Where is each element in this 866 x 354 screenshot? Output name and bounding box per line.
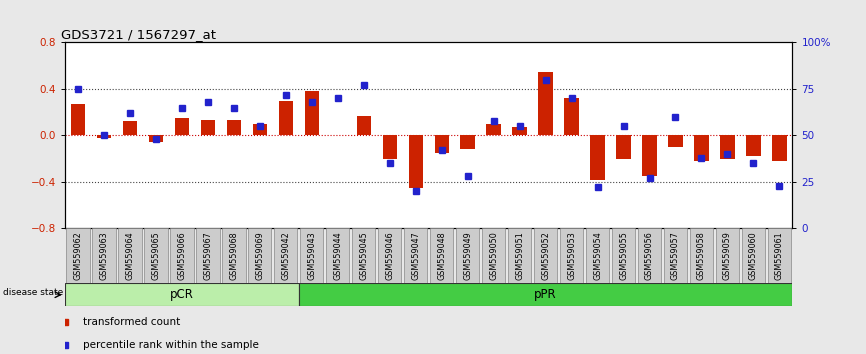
Bar [149, 136, 163, 142]
FancyBboxPatch shape [92, 228, 115, 285]
Bar [695, 136, 708, 161]
FancyBboxPatch shape [715, 228, 739, 285]
FancyBboxPatch shape [507, 228, 531, 285]
FancyBboxPatch shape [274, 228, 297, 285]
FancyBboxPatch shape [456, 228, 480, 285]
FancyBboxPatch shape [248, 228, 272, 285]
Bar [97, 136, 111, 138]
Text: GSM559044: GSM559044 [333, 231, 342, 280]
Text: GSM559046: GSM559046 [385, 231, 394, 280]
Text: GSM559047: GSM559047 [411, 231, 420, 280]
Bar [299, 283, 792, 306]
FancyBboxPatch shape [741, 228, 765, 285]
Bar [539, 72, 553, 136]
FancyBboxPatch shape [222, 228, 246, 285]
Text: GSM559048: GSM559048 [437, 231, 446, 280]
Text: GSM559069: GSM559069 [255, 231, 264, 280]
Bar [461, 136, 475, 149]
Bar [279, 101, 293, 136]
Text: transformed count: transformed count [83, 317, 180, 327]
FancyBboxPatch shape [352, 228, 376, 285]
Text: GSM559045: GSM559045 [359, 231, 368, 280]
Bar [253, 124, 267, 136]
Bar [643, 136, 656, 176]
Text: GSM559066: GSM559066 [178, 231, 186, 280]
Text: percentile rank within the sample: percentile rank within the sample [83, 340, 259, 350]
Bar [201, 120, 215, 136]
Text: GSM559055: GSM559055 [619, 231, 628, 280]
FancyBboxPatch shape [533, 228, 558, 285]
FancyBboxPatch shape [559, 228, 584, 285]
Bar [357, 116, 371, 136]
FancyBboxPatch shape [378, 228, 401, 285]
Bar [513, 127, 527, 136]
FancyBboxPatch shape [585, 228, 610, 285]
Text: GSM559059: GSM559059 [723, 231, 732, 280]
Text: GSM559050: GSM559050 [489, 231, 498, 280]
Bar [123, 121, 137, 136]
Text: GSM559060: GSM559060 [749, 231, 758, 280]
FancyBboxPatch shape [118, 228, 142, 285]
Bar [565, 98, 578, 136]
FancyBboxPatch shape [66, 228, 90, 285]
FancyBboxPatch shape [481, 228, 505, 285]
Text: GSM559052: GSM559052 [541, 231, 550, 280]
Text: GSM559051: GSM559051 [515, 231, 524, 280]
Text: GSM559062: GSM559062 [74, 231, 82, 280]
Text: GSM559064: GSM559064 [126, 231, 134, 280]
Text: GSM559063: GSM559063 [100, 231, 108, 280]
Text: GSM559056: GSM559056 [645, 231, 654, 280]
Text: pCR: pCR [170, 288, 194, 301]
Bar [721, 136, 734, 159]
Bar [175, 118, 189, 136]
Text: GSM559049: GSM559049 [463, 231, 472, 280]
FancyBboxPatch shape [430, 228, 454, 285]
Text: GDS3721 / 1567297_at: GDS3721 / 1567297_at [61, 28, 216, 41]
Bar [746, 136, 760, 156]
Text: GSM559065: GSM559065 [152, 231, 160, 280]
Bar [487, 124, 501, 136]
Bar [227, 120, 241, 136]
FancyBboxPatch shape [663, 228, 687, 285]
Text: GSM559054: GSM559054 [593, 231, 602, 280]
FancyBboxPatch shape [637, 228, 661, 285]
FancyBboxPatch shape [300, 228, 324, 285]
Text: pPR: pPR [534, 288, 557, 301]
Text: GSM559061: GSM559061 [775, 231, 784, 280]
FancyBboxPatch shape [326, 228, 349, 285]
FancyBboxPatch shape [767, 228, 791, 285]
Text: GSM559068: GSM559068 [229, 231, 238, 280]
Bar [71, 104, 85, 136]
Bar [617, 136, 630, 159]
Bar [305, 91, 319, 136]
Bar [383, 136, 397, 159]
FancyBboxPatch shape [144, 228, 167, 285]
FancyBboxPatch shape [196, 228, 219, 285]
Bar [772, 136, 786, 161]
FancyBboxPatch shape [689, 228, 713, 285]
Text: GSM559053: GSM559053 [567, 231, 576, 280]
Text: GSM559058: GSM559058 [697, 231, 706, 280]
Bar [409, 136, 423, 188]
Text: GSM559057: GSM559057 [671, 231, 680, 280]
Bar [669, 136, 682, 147]
Bar [65, 283, 299, 306]
FancyBboxPatch shape [170, 228, 193, 285]
Text: disease state: disease state [3, 288, 64, 297]
FancyBboxPatch shape [404, 228, 428, 285]
Text: GSM559067: GSM559067 [204, 231, 212, 280]
Bar [591, 136, 604, 179]
Text: GSM559043: GSM559043 [307, 231, 316, 280]
Text: GSM559042: GSM559042 [281, 231, 290, 280]
Bar [435, 136, 449, 153]
FancyBboxPatch shape [611, 228, 636, 285]
